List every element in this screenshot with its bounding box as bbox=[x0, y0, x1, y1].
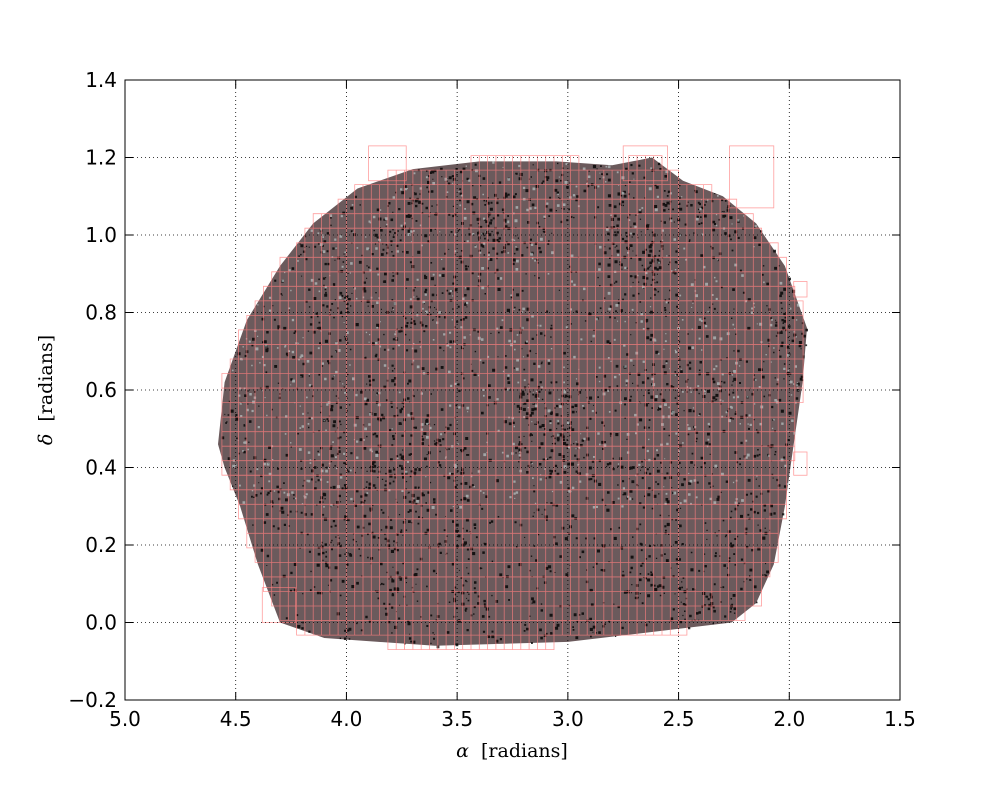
object-point-cloud bbox=[221, 162, 808, 649]
y-axis-label: δ[radians] bbox=[35, 335, 57, 445]
data-layer bbox=[218, 145, 808, 650]
y-tick-label: −0.2 bbox=[68, 688, 117, 712]
y-tick-label: 0.2 bbox=[85, 533, 117, 557]
y-tick-label: 1.2 bbox=[85, 146, 117, 170]
cell-box bbox=[261, 587, 296, 623]
x-tick-label: 4.0 bbox=[331, 707, 363, 731]
x-tick-label: 1.5 bbox=[884, 707, 916, 731]
y-tick-label: 0.0 bbox=[85, 611, 117, 635]
cell-box bbox=[793, 281, 808, 298]
cell-box bbox=[793, 451, 808, 476]
y-tick-label: 1.0 bbox=[85, 223, 117, 247]
x-tick-label: 2.5 bbox=[663, 707, 695, 731]
cell-box bbox=[622, 145, 668, 182]
grid-lines bbox=[125, 80, 900, 700]
axis-ticks: 5.0 4.5 4.0 3.5 3.0 2.5 2.0 1.5 −0.2 0.0 0.2 0.4 0.6… bbox=[68, 68, 915, 731]
y-tick-label: 0.8 bbox=[85, 301, 117, 325]
cell-box bbox=[729, 145, 775, 209]
object-points bbox=[221, 161, 808, 649]
y-tick-label: 0.6 bbox=[85, 378, 117, 402]
x-tick-label: 2.0 bbox=[773, 707, 805, 731]
x-tick-label: 3.5 bbox=[441, 707, 473, 731]
x-tick-label: 5.0 bbox=[109, 707, 141, 731]
x-axis-label: α [radians] bbox=[456, 740, 568, 762]
cell-box bbox=[368, 145, 407, 182]
y-tick-label: 0.4 bbox=[85, 456, 117, 480]
x-tick-label: 4.5 bbox=[220, 707, 252, 731]
cell-grid bbox=[221, 145, 808, 650]
y-tick-label: 1.4 bbox=[85, 68, 117, 92]
x-tick-label: 3.0 bbox=[552, 707, 584, 731]
cell-grid-boxes bbox=[221, 155, 804, 650]
